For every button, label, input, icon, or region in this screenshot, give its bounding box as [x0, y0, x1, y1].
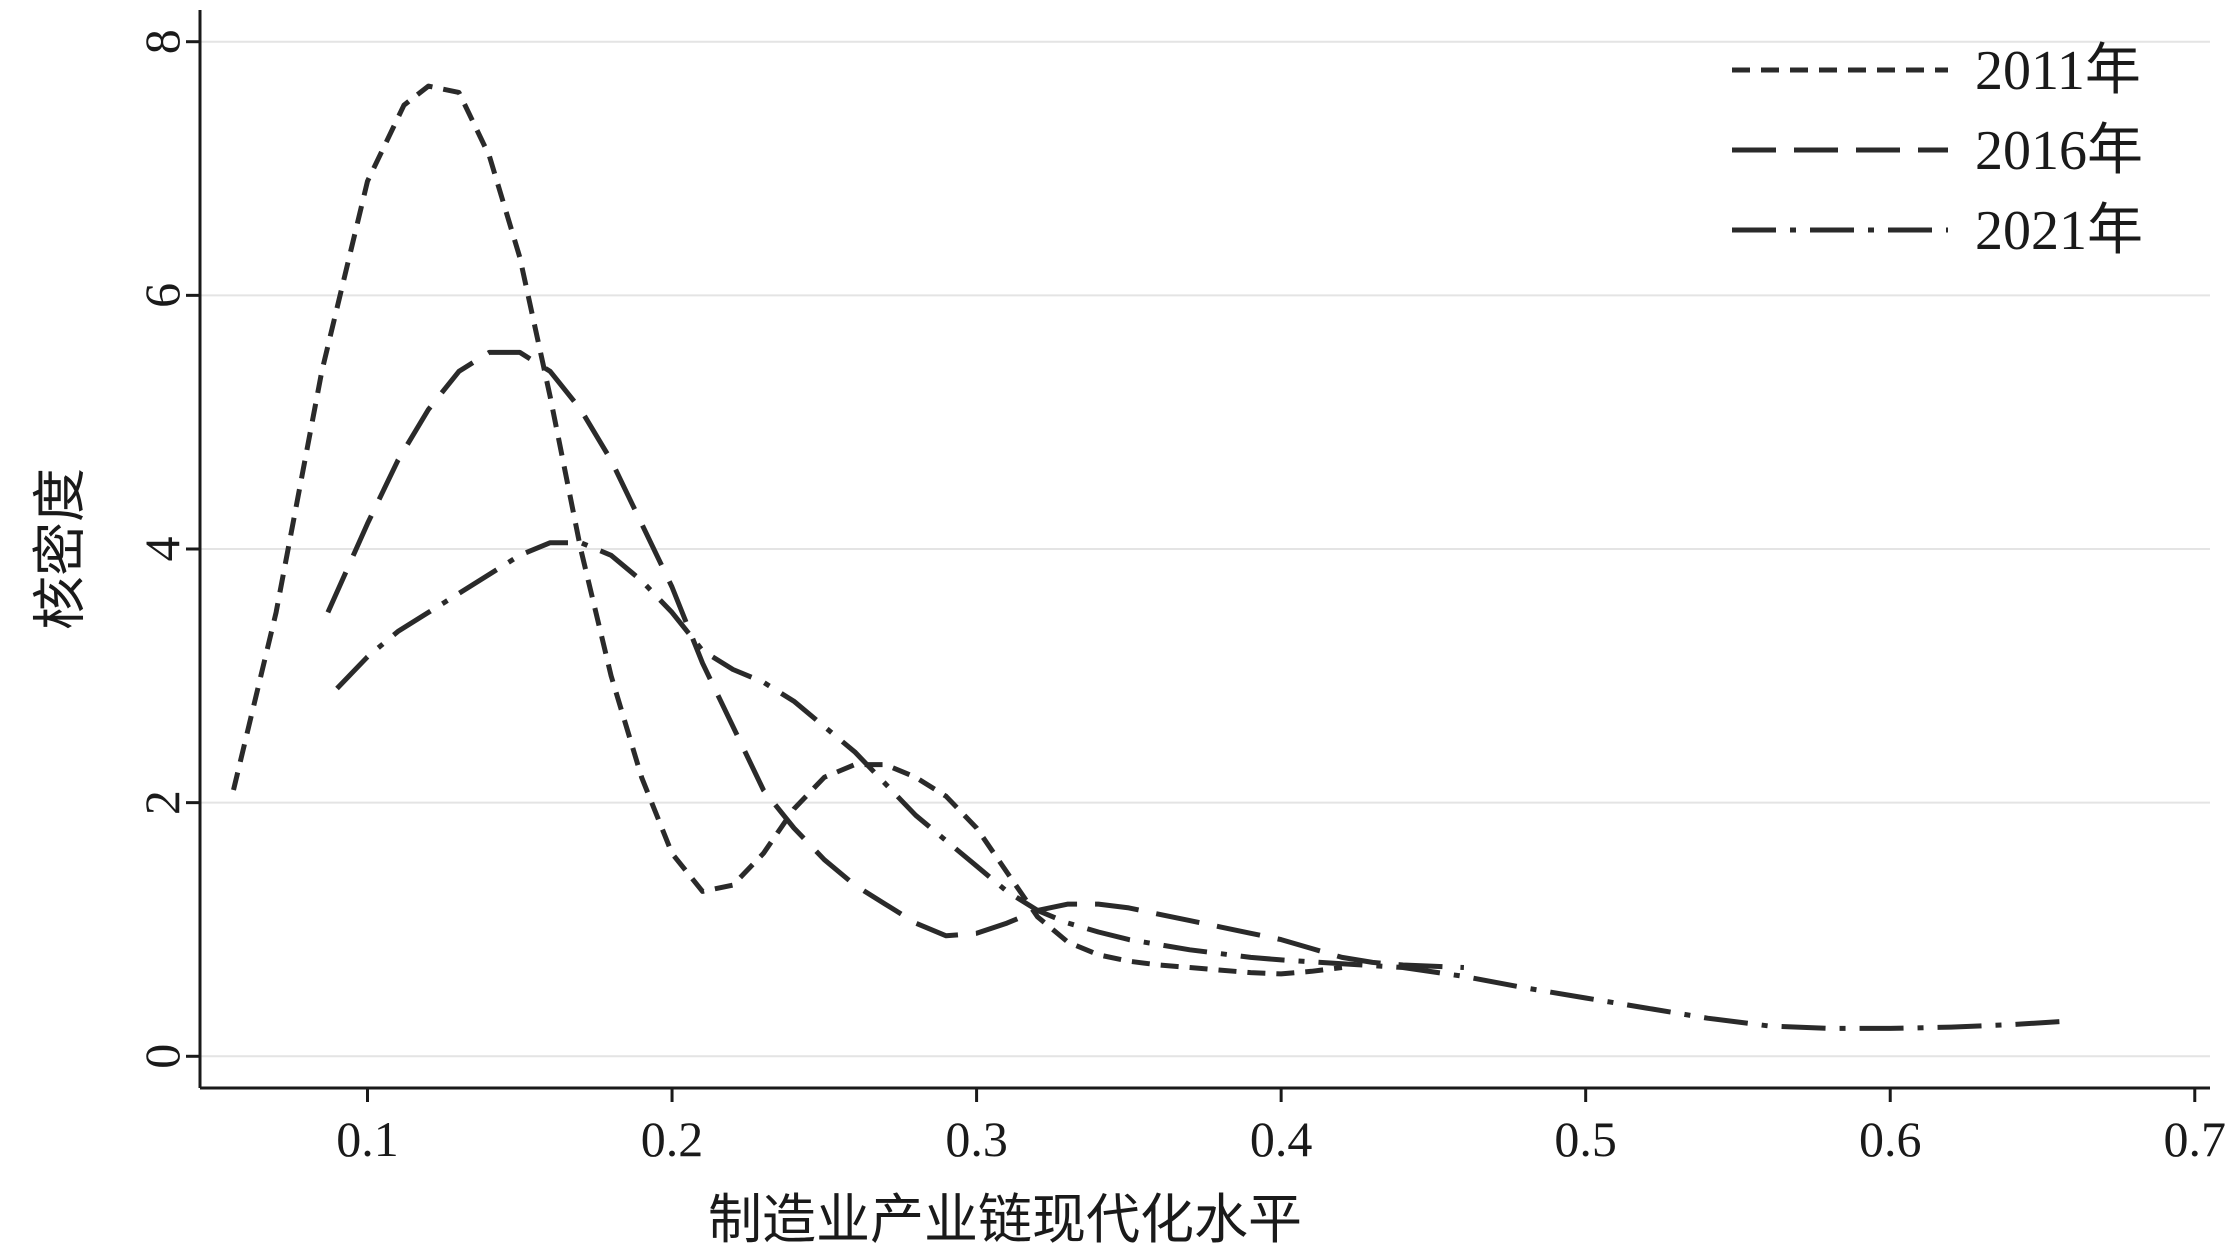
y-axis-title: 核密度 [29, 468, 92, 630]
y-tick-label-2: 4 [134, 537, 190, 562]
legend: 2011年 2016年 2021年 [1732, 40, 2143, 262]
legend-label-1: 2016年 [1975, 120, 2143, 182]
y-tick-label-4: 8 [134, 29, 190, 54]
x-tick-label-6: 0.7 [2164, 1111, 2227, 1167]
series-lines [231, 83, 2074, 1031]
y-tick-label-0: 0 [134, 1044, 190, 1069]
legend-label-2: 2021年 [1975, 200, 2143, 262]
legend-label-0: 2011年 [1975, 40, 2141, 102]
x-tick-label-2: 0.3 [945, 1111, 1008, 1167]
x-tick-label-4: 0.5 [1554, 1111, 1617, 1167]
series-line-1 [325, 349, 1465, 970]
x-tick-label-3: 0.4 [1250, 1111, 1313, 1167]
x-tick-label-1: 0.2 [641, 1111, 704, 1167]
series-line-2 [335, 540, 2074, 1031]
x-tick-label-0: 0.1 [336, 1111, 399, 1167]
tick-labels: 0 2 4 6 8 0.1 0.2 0.3 0.4 0.5 0.6 0.7 [134, 29, 2226, 1167]
x-tick-label-5: 0.6 [1859, 1111, 1922, 1167]
y-tick-label-3: 6 [134, 283, 190, 308]
y-tick-label-1: 2 [134, 790, 190, 815]
series-line-0 [231, 83, 1343, 977]
x-axis-title: 制造业产业链现代化水平 [708, 1188, 1302, 1251]
